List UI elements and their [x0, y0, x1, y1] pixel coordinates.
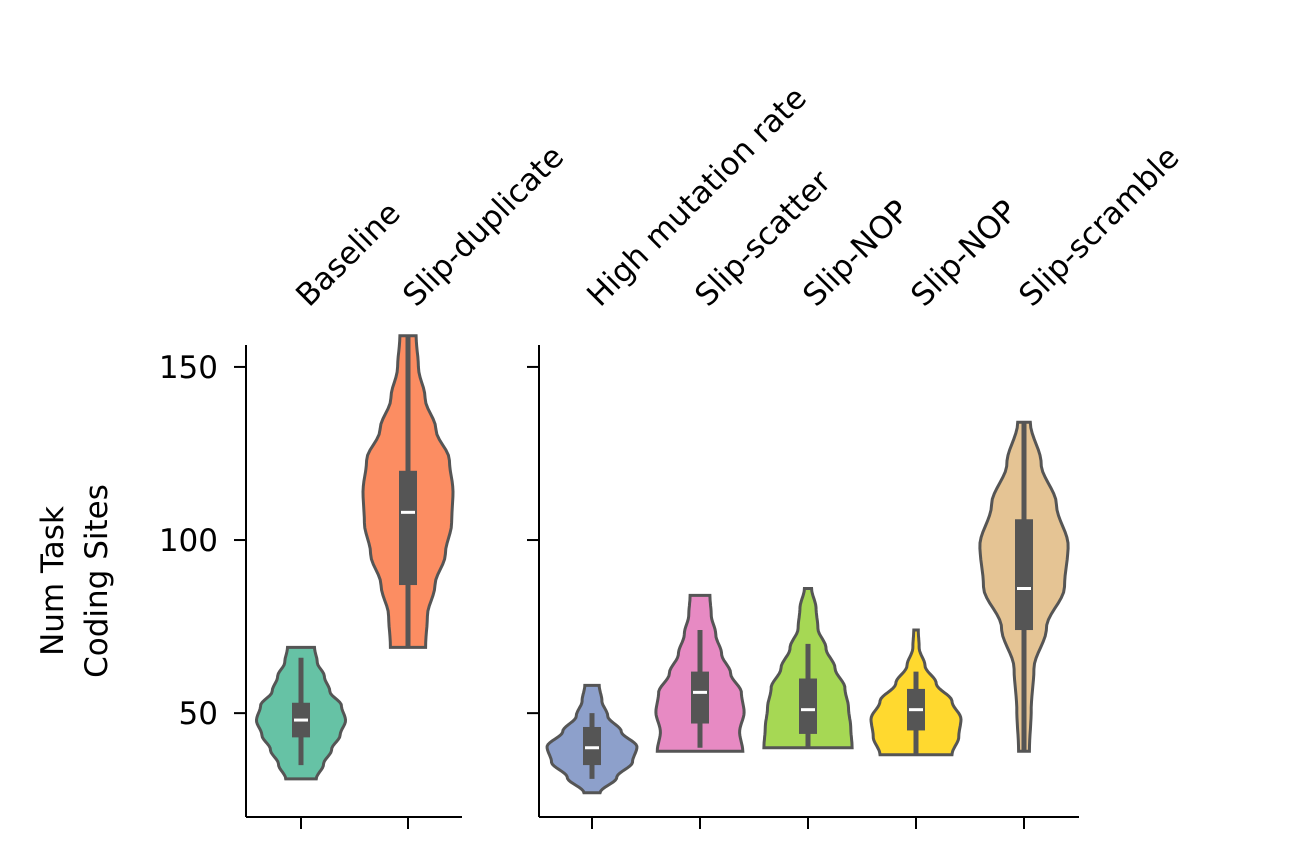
y-tick-label: 50: [179, 696, 218, 732]
y-tick-label: 150: [159, 350, 218, 386]
category-label: Slip-scramble: [1012, 140, 1186, 314]
panel-2: High mutation rateSlip-scatterSlip-NOPSl…: [527, 80, 1186, 829]
box-iqr: [799, 678, 817, 734]
box-iqr: [1015, 519, 1033, 631]
category-label: Slip-duplicate: [396, 139, 571, 314]
y-tick-label: 100: [159, 523, 218, 559]
y-axis-label: Num Task Coding Sites: [35, 484, 115, 678]
category-label: Baseline: [289, 195, 407, 313]
y-axis-label-line1: Num Task: [35, 506, 71, 656]
box-iqr: [691, 671, 709, 724]
y-axis-label-line2: Coding Sites: [79, 484, 115, 678]
box-iqr: [583, 726, 601, 766]
box-iqr: [399, 470, 417, 586]
category-label: Slip-NOP: [904, 193, 1024, 313]
